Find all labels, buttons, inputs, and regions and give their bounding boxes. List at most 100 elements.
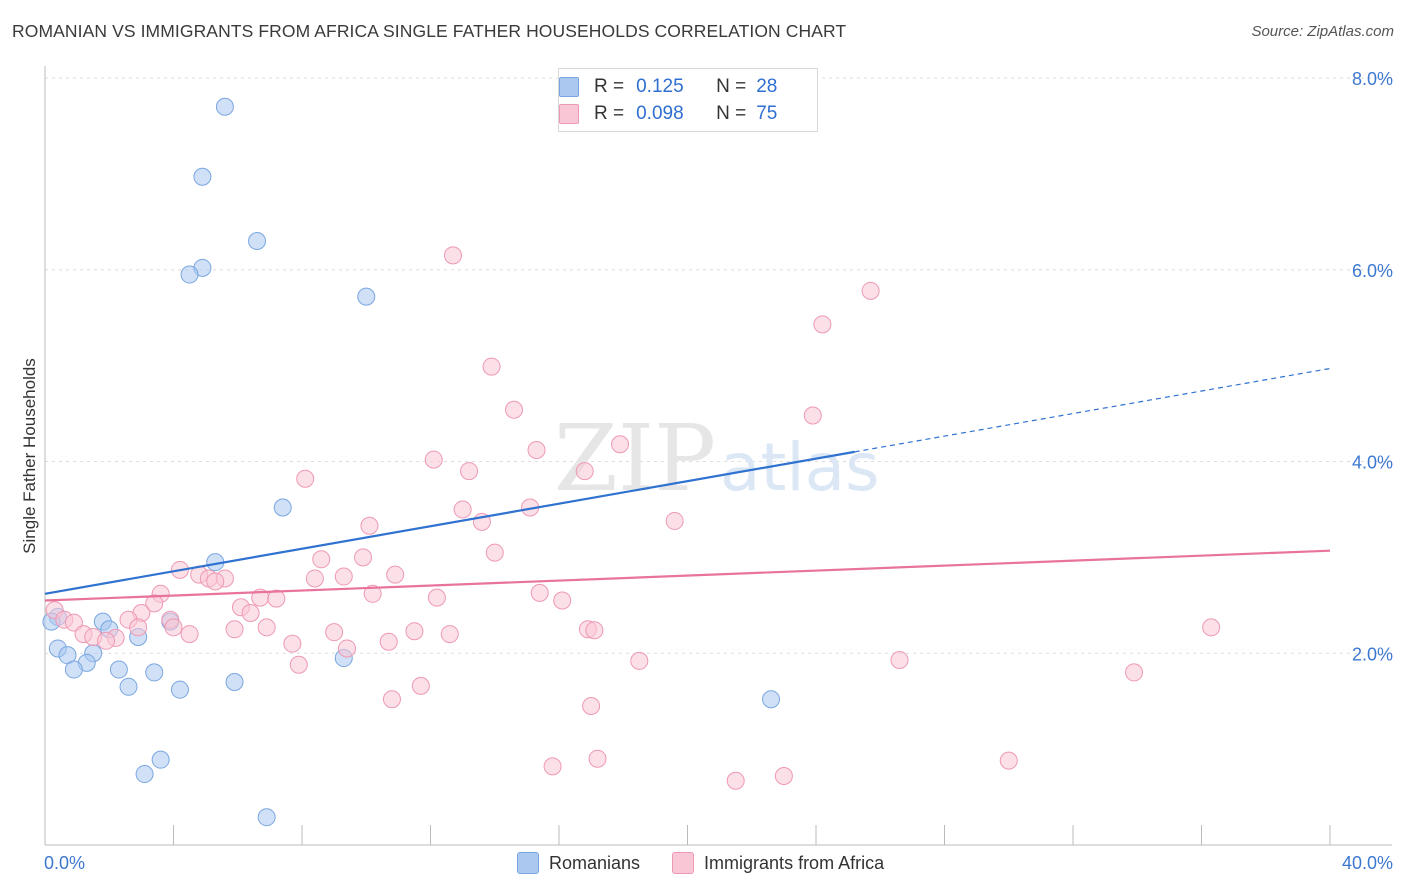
point-africa [427, 588, 446, 607]
point-africa [1202, 618, 1221, 637]
point-africa [527, 440, 546, 459]
point-romanians [151, 750, 170, 769]
legend-swatch-africa [559, 104, 579, 124]
axes [44, 66, 1392, 846]
legend-n-label: N = [716, 103, 747, 124]
point-africa [813, 315, 832, 334]
legend-n-value: 28 [756, 76, 778, 97]
point-romanians [248, 231, 267, 250]
point-africa [440, 625, 459, 644]
point-africa [405, 622, 424, 641]
series-legend: Romanians Immigrants from Africa [517, 852, 916, 874]
legend-row-romanians: R = 0.125 N = 28 [559, 75, 778, 99]
point-romanians [109, 660, 128, 679]
point-africa [296, 469, 315, 488]
gridlines [45, 77, 1392, 654]
legend-r-label: R = [594, 76, 625, 97]
watermark-zip: ZIP [554, 405, 716, 512]
point-africa [460, 462, 479, 481]
legend-n-label: N = [716, 76, 747, 97]
point-africa [665, 511, 684, 530]
point-africa [180, 625, 199, 644]
point-africa [482, 357, 501, 376]
point-romanians [273, 498, 292, 517]
y-tick-label: 4.0% [1352, 453, 1393, 473]
point-africa [305, 569, 324, 588]
point-africa [575, 462, 594, 481]
point-africa [585, 621, 604, 640]
point-africa [530, 583, 549, 602]
point-africa [890, 650, 909, 669]
point-romanians [64, 660, 83, 679]
point-africa [553, 591, 572, 610]
point-africa [726, 771, 745, 790]
point-romanians [257, 808, 276, 827]
point-africa [630, 651, 649, 670]
series-label-romanians: Romanians [549, 852, 641, 873]
point-africa [337, 639, 356, 658]
point-africa [241, 603, 260, 622]
legend-swatch-romanians [559, 77, 579, 97]
point-africa [164, 618, 183, 637]
source-label: Source: ZipAtlas.com [1251, 23, 1394, 40]
legend-r-value: 0.125 [636, 76, 684, 97]
point-africa [588, 749, 607, 768]
point-romanians [145, 663, 164, 682]
point-africa [97, 631, 116, 650]
point-romanians [762, 690, 781, 709]
point-africa [283, 634, 302, 653]
trendline-romanians [44, 450, 855, 595]
point-romanians [119, 677, 138, 696]
data-points [42, 97, 1221, 827]
watermark: ZIP atlas [554, 405, 880, 512]
point-africa [803, 406, 822, 425]
point-africa [334, 567, 353, 586]
point-africa [582, 696, 601, 715]
legend-r-value: 0.098 [636, 103, 684, 124]
point-africa [325, 623, 344, 642]
point-africa [543, 757, 562, 776]
point-africa [363, 584, 382, 603]
legend-n-value: 75 [756, 103, 778, 124]
series-label-africa: Immigrants from Africa [704, 852, 885, 873]
y-tick-label: 8.0% [1352, 69, 1393, 89]
point-africa [64, 613, 83, 632]
point-africa [289, 655, 308, 674]
point-africa [129, 618, 148, 637]
point-africa [206, 572, 225, 591]
y-tick-label: 6.0% [1352, 261, 1393, 281]
point-romanians [193, 167, 212, 186]
point-africa [360, 516, 379, 535]
tick-labels: 2.0% 4.0% 6.0% 8.0% 0.0% 40.0% [44, 69, 1393, 873]
watermark-atlas: atlas [720, 429, 880, 506]
point-romanians [215, 97, 234, 116]
point-africa [411, 676, 430, 695]
point-africa [774, 766, 793, 785]
point-africa [999, 751, 1018, 770]
series-swatch-romanians [517, 852, 539, 874]
trendline-romanians-projection [854, 367, 1331, 453]
point-africa [443, 246, 462, 265]
trend-lines [44, 367, 1331, 602]
point-africa [257, 618, 276, 637]
point-africa [386, 565, 405, 584]
point-romanians [170, 680, 189, 699]
point-africa [312, 550, 331, 569]
point-romanians [180, 265, 199, 284]
point-africa [1125, 663, 1144, 682]
chart-title: ROMANIAN VS IMMIGRANTS FROM AFRICA SINGL… [12, 21, 847, 41]
point-africa [485, 543, 504, 562]
point-africa [505, 400, 524, 419]
x-tick-label: 0.0% [44, 853, 85, 873]
point-africa [145, 594, 164, 613]
x-tick-label: 40.0% [1342, 853, 1393, 873]
point-africa [267, 589, 286, 608]
series-swatch-africa [672, 852, 695, 874]
series-legend-africa[interactable]: Immigrants from Africa [672, 852, 884, 874]
legend-row-africa: R = 0.098 N = 75 [559, 102, 778, 126]
series-legend-romanians[interactable]: Romanians [517, 852, 640, 874]
trendline-africa [44, 549, 1331, 602]
point-romanians [357, 287, 376, 306]
point-africa [424, 450, 443, 469]
